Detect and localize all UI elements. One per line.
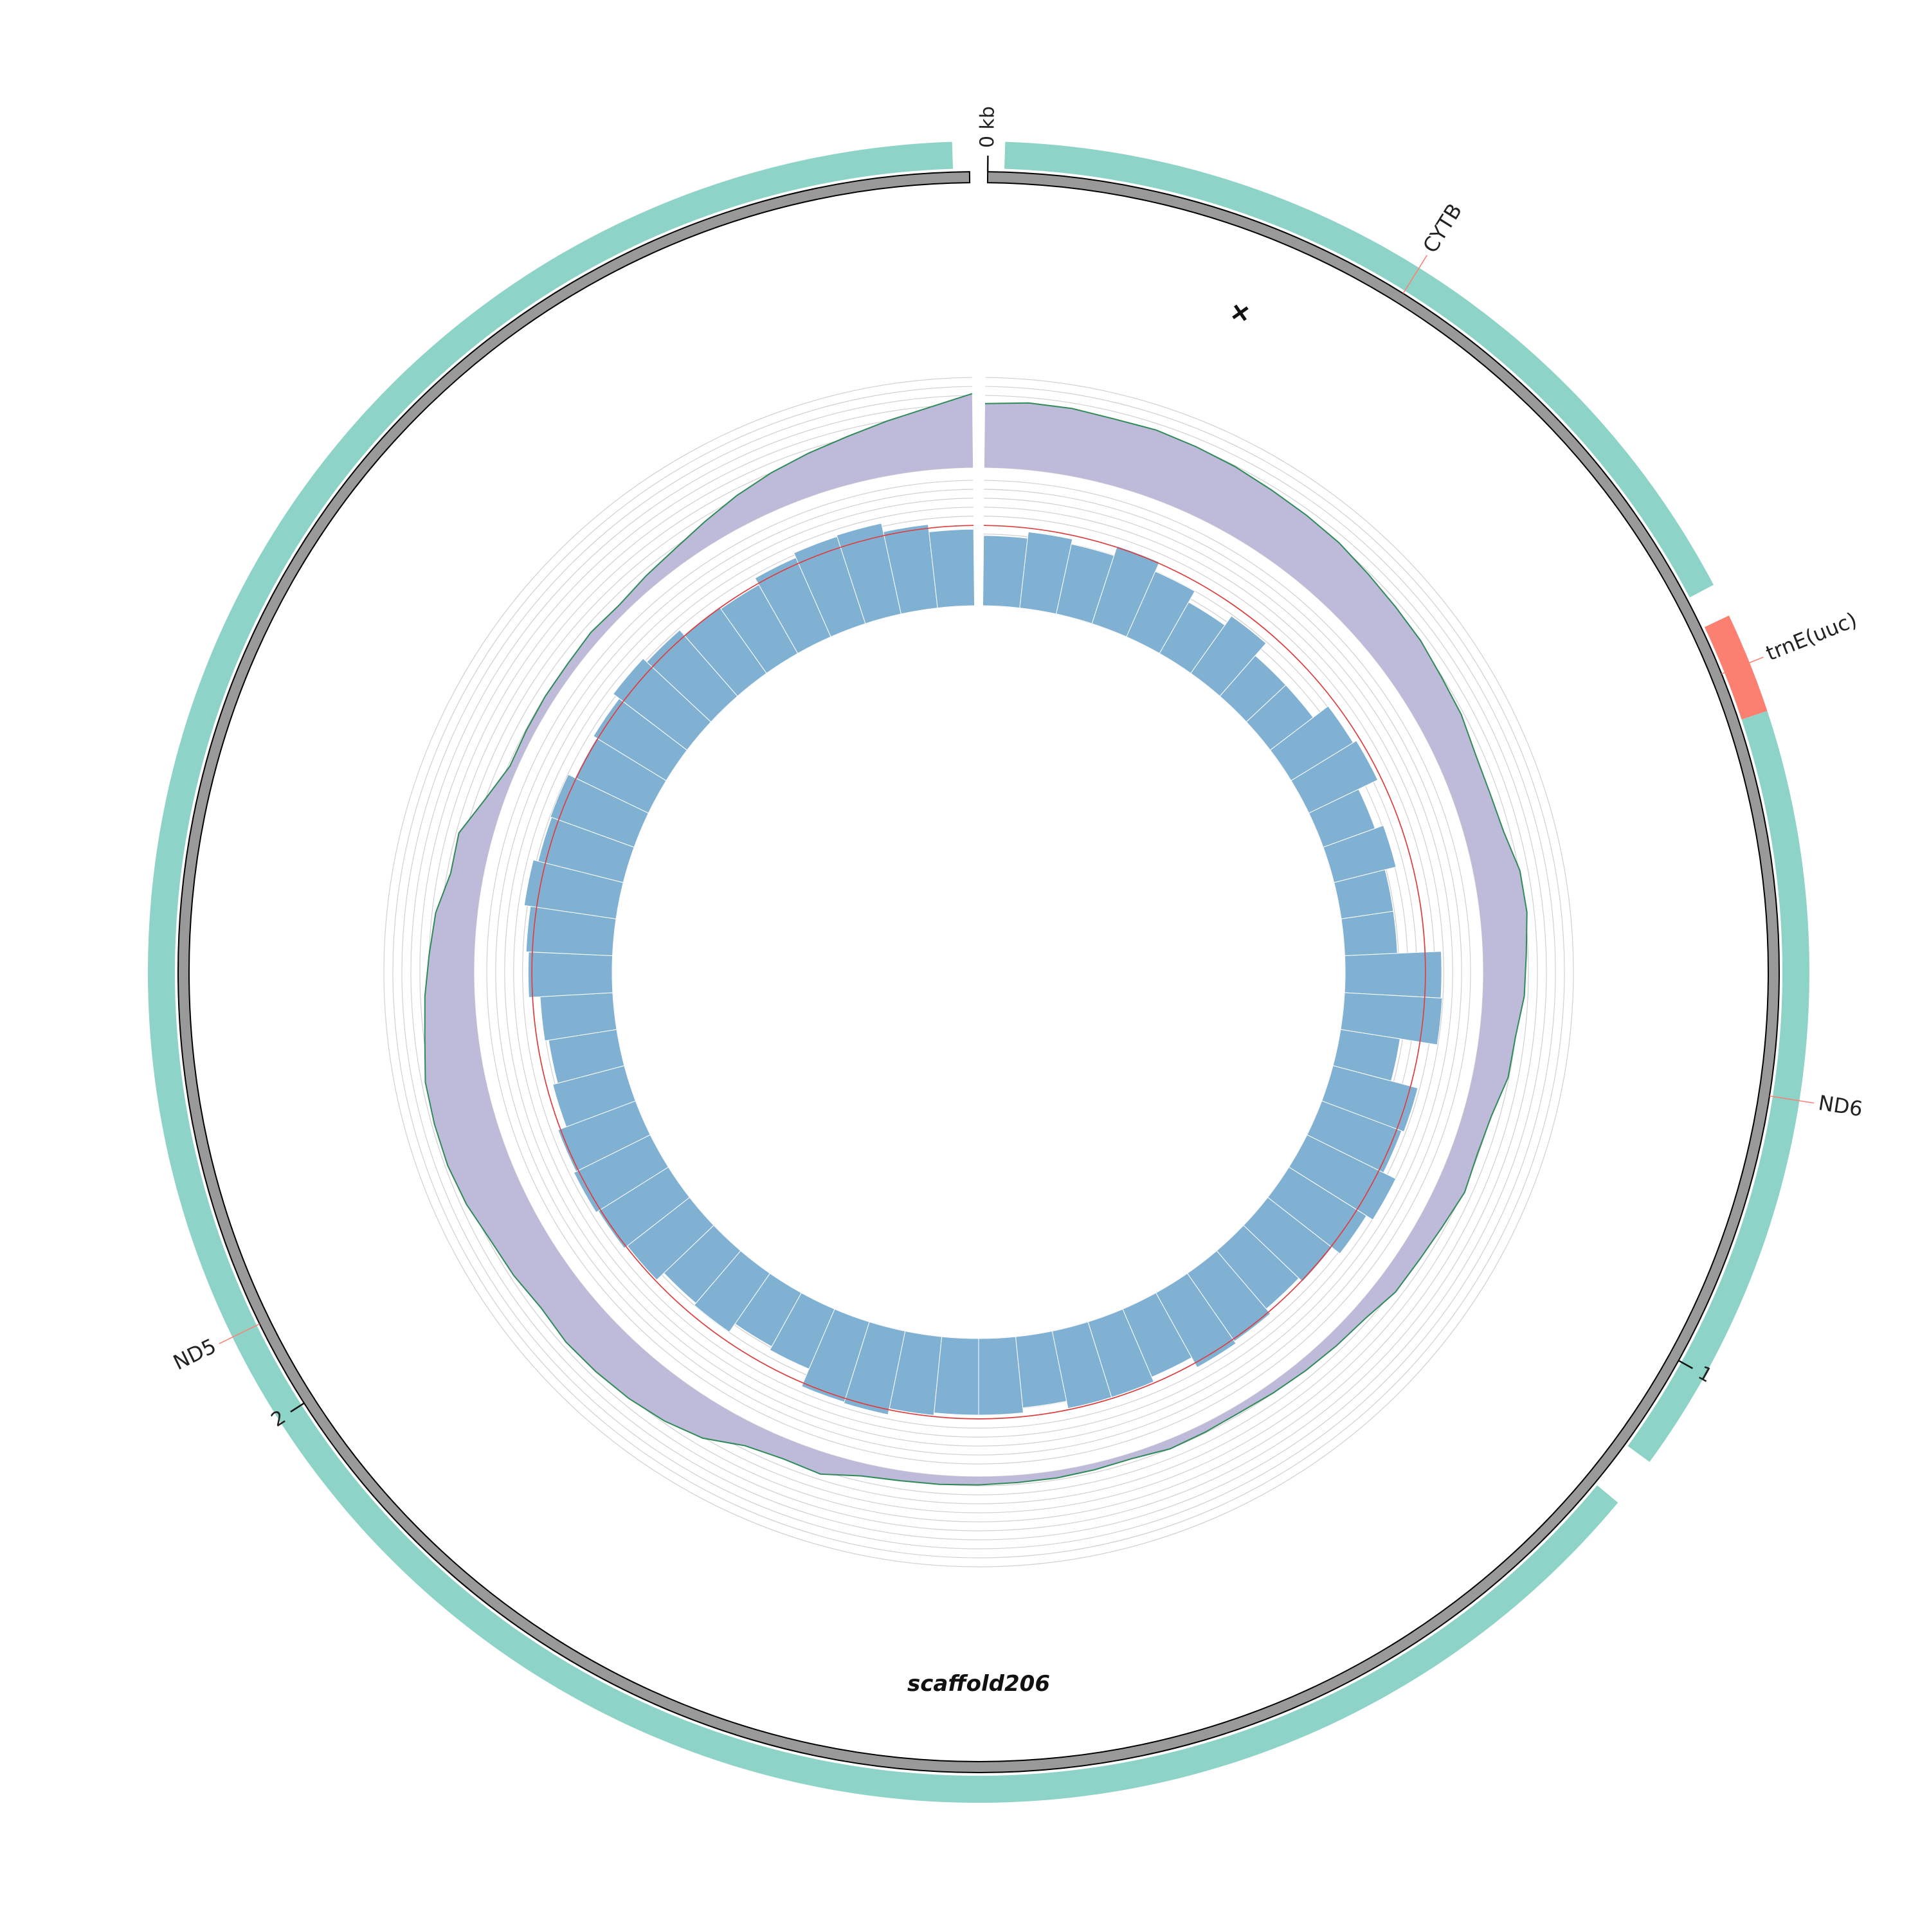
- backbone-ring: [178, 172, 1779, 1773]
- coverage-bar: [1345, 952, 1442, 998]
- gene-label: ND6: [1816, 1090, 1864, 1121]
- gene-label: trnE(uuc): [1762, 608, 1860, 666]
- strand-symbol: +: [1221, 292, 1259, 332]
- scale-tick-label: 0 kb: [976, 106, 999, 148]
- scaffold-backbone: [178, 172, 1779, 1773]
- coverage-gridline: [514, 507, 1444, 1437]
- gene-block: [1004, 142, 1714, 598]
- gene-label: ND5: [169, 1333, 220, 1375]
- coverage-gridline: [496, 489, 1462, 1455]
- coverage-bar: [1341, 911, 1397, 955]
- scaffold-name: scaffold206: [907, 1671, 1050, 1697]
- coverage-gridline: [612, 606, 1345, 1339]
- coverage-bar: [979, 1337, 1023, 1415]
- gene-track: [148, 142, 1809, 1803]
- coverage-gridline: [505, 498, 1453, 1446]
- coverage-bar: [528, 952, 613, 998]
- coverage-gridline: [487, 480, 1471, 1464]
- gene-block: [1628, 711, 1809, 1462]
- gc-gridline: [474, 467, 1483, 1477]
- gene-label: CYTB: [1418, 199, 1467, 257]
